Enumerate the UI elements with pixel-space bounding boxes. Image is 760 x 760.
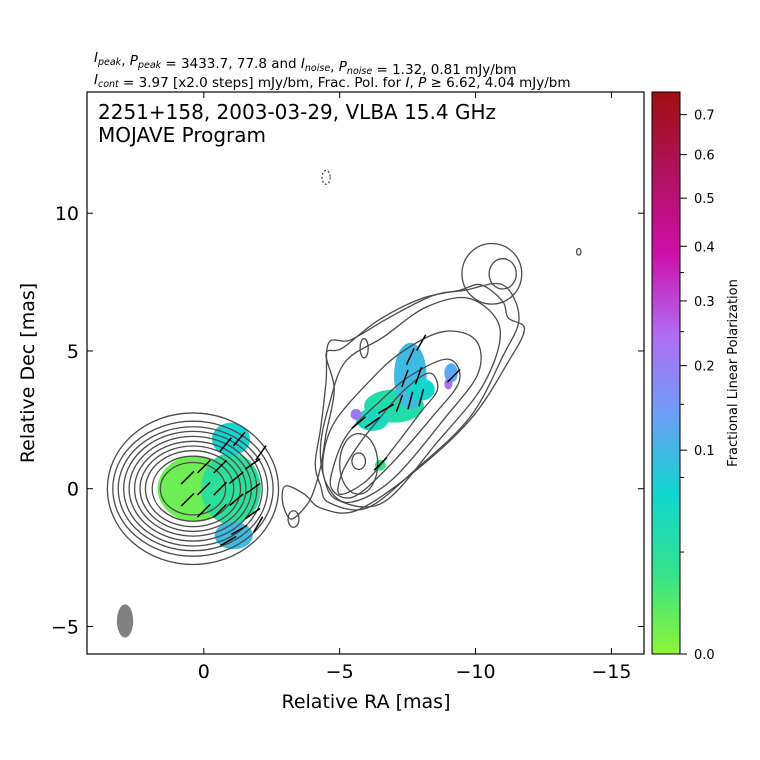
core-contour [128,435,258,542]
evpa-vector [213,459,228,474]
isolated-contour [575,247,582,256]
evpa-vector [414,367,423,385]
evpa-vector [196,503,211,518]
x-tick-label: −10 [455,661,495,683]
colorbar [651,91,681,655]
colorbar-tick-label: 0.3 [694,295,715,310]
x-tick-label: −15 [591,661,631,683]
evpa-vector [196,459,211,474]
plot-title-line-2: MOJAVE Program [98,123,266,147]
core-contour [133,440,253,537]
evpa-vector [220,535,237,547]
core-contour [112,420,274,557]
colorbar-tick-label: 0.4 [694,240,715,255]
evpa-vector [401,369,409,388]
evpa-vector [446,368,461,383]
colorbar-tick-label: 0.5 [694,192,715,207]
evpa-vector [180,470,195,485]
core-contour [151,455,235,522]
evpa-vector [213,481,228,496]
evpa-vector [253,516,264,533]
frac-pol-patch [444,378,453,390]
core-contour [139,445,247,533]
evpa-vector [405,347,415,365]
evpa-vector [196,481,211,496]
core-contour [144,450,242,528]
y-tick-label: 0 [67,479,79,501]
header-line-1: Ipeak, Ppeak = 3433.7, 77.8 and Inoise, … [94,50,516,78]
evpa-vectors [180,334,461,547]
evpa-vector [418,388,425,407]
total-intensity-contours [106,169,582,566]
isolated-contour [488,258,517,290]
evpa-vector [180,492,195,507]
evpa-vector [377,403,395,414]
y-tick-label: 5 [67,341,79,363]
beam-ellipse [116,604,134,638]
evpa-vector [229,493,244,507]
jet-contour [321,330,482,504]
core-contour [159,461,227,516]
evpa-vector [373,457,388,471]
evpa-vector [230,524,248,536]
core-contour [106,412,280,566]
evpa-vector [244,458,261,470]
isolated-contour [339,432,379,495]
isolated-contour [461,242,523,305]
x-axis-label: Relative RA [mas] [281,691,450,713]
axes: 0 −5 −10 −15 −5 0 5 10 [51,92,644,683]
evpa-vector [395,394,404,413]
plot-area [87,92,644,654]
x-tick-label: 0 [198,661,210,683]
evpa-vector [213,503,228,518]
colorbar-tick-label: 0.6 [694,149,715,164]
evpa-vector [229,471,244,485]
isolated-contour [287,510,300,528]
evpa-vector [351,416,367,429]
isolated-contour [359,337,369,359]
y-tick-label: −5 [51,616,79,638]
jet-contour [281,283,526,520]
x-tick-label: −5 [326,661,354,683]
plot-frame [86,91,645,655]
negative-contour [321,169,331,185]
evpa-vector [244,507,261,520]
core-contour [123,430,263,547]
evpa-vector [364,416,381,429]
header-line-2: Icont = 3.97 [x2.0 steps] mJy/bm, Frac. … [94,72,571,91]
frac-pol-patch [355,408,389,431]
beam-shape [116,604,134,638]
evpa-vector [232,431,246,447]
frac-pol-patch [444,363,458,383]
evpa-vector [416,334,427,351]
jet-contour [319,296,502,508]
colorbar-axis: 0.0 0.1 0.2 0.3 0.4 0.5 0.6 0.7 [680,109,715,663]
isolated-contour [351,452,367,471]
y-axis-label: Relative Dec [mas] [17,283,39,463]
evpa-vector [244,482,261,495]
colorbar-tick-label: 0.2 [694,360,715,375]
plot-title-line-1: 2251+158, 2003-03-29, VLBA 15.4 GHz [98,100,496,124]
colorbar-tick-label: 0.0 [694,648,715,663]
core-contour [117,426,269,552]
evpa-vector [219,437,232,453]
frac-pol-patch [407,378,435,401]
y-tick-label: 10 [55,203,79,225]
colorbar-tick-label: 0.1 [694,444,715,459]
evpa-vector [255,445,267,461]
colorbar-tick-label: 0.7 [694,109,715,124]
jet-contour [329,358,461,499]
frac-pol-patch [350,408,362,420]
evpa-vector [407,391,414,410]
colorbar-label: Fractional Linear Polarization [726,279,741,467]
